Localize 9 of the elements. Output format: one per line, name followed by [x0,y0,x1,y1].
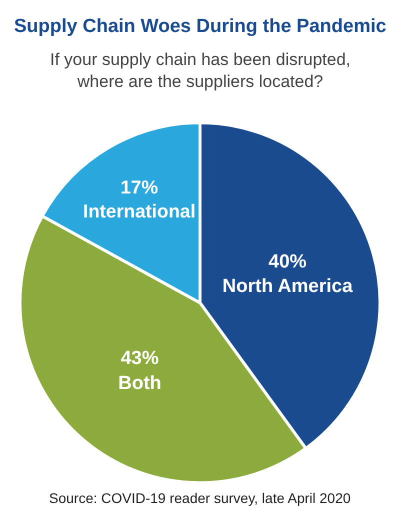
data-label: 40% [268,251,307,272]
slice-label: Both [118,372,162,394]
source-note: Source: COVID-19 reader survey, late April 2020 [49,490,351,506]
chart-title: Supply Chain Woes During the Pandemic [14,16,387,37]
data-label: 43% [120,348,159,370]
slice-label: International [82,200,196,222]
slice-label: North America [222,276,354,298]
chart-subtitle: If your supply chain has been disrupted, where are the suppliers located? [50,50,351,92]
data-label: 17% [120,176,158,198]
